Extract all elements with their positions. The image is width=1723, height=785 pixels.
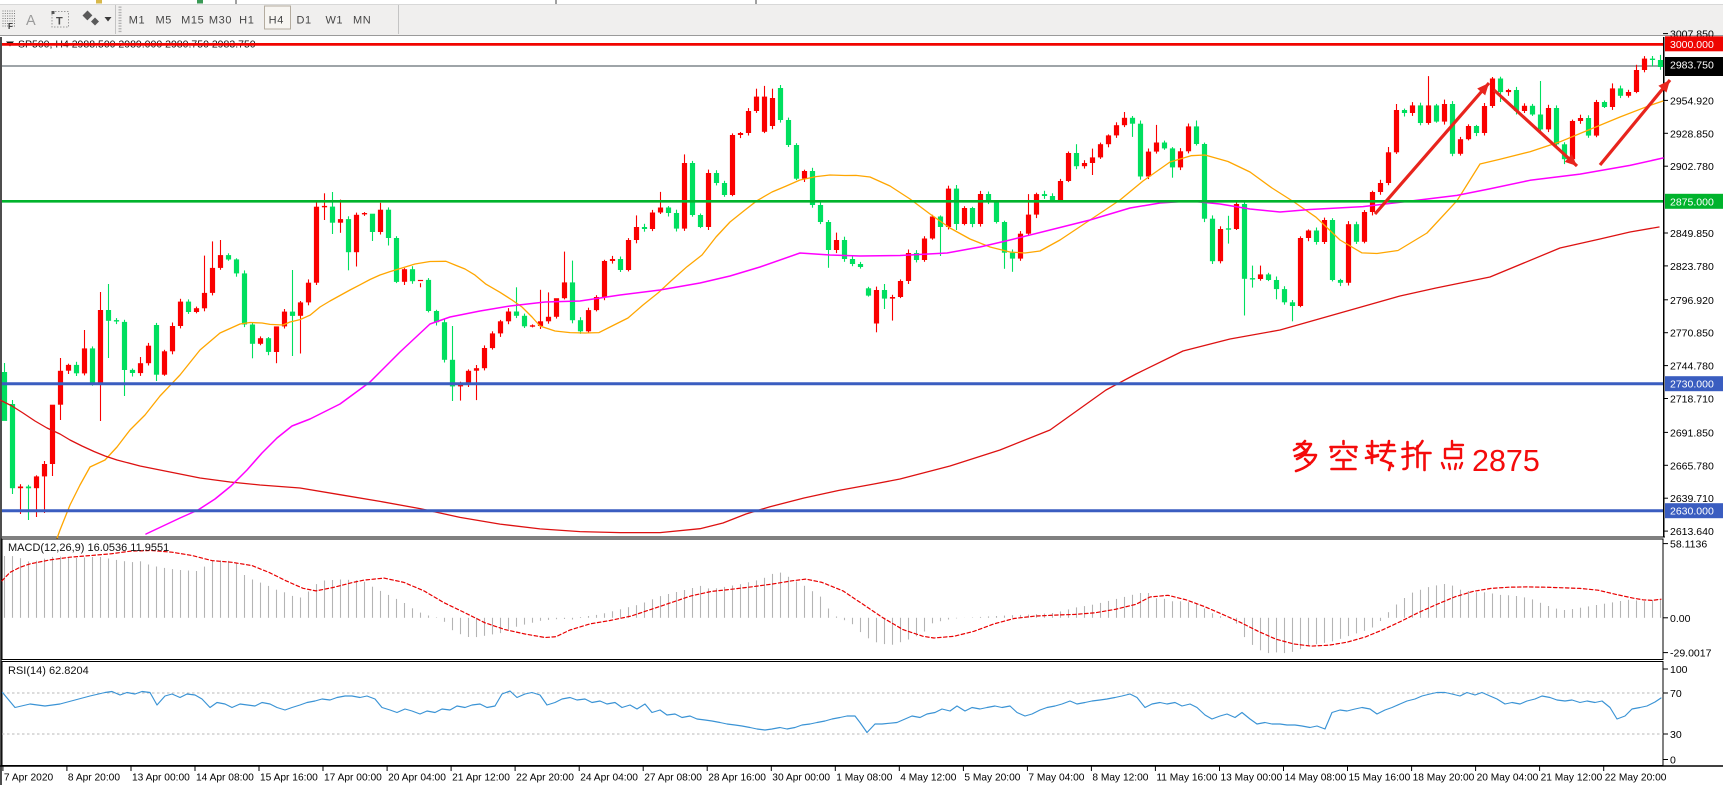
svg-text:2928.850: 2928.850 <box>1670 128 1714 140</box>
svg-text:2613.640: 2613.640 <box>1670 526 1714 538</box>
svg-text:2744.780: 2744.780 <box>1670 361 1714 373</box>
svg-text:28 Apr 16:00: 28 Apr 16:00 <box>708 773 766 784</box>
svg-text:20 May 04:00: 20 May 04:00 <box>1477 773 1539 784</box>
svg-text:2718.710: 2718.710 <box>1670 394 1714 406</box>
svg-text:7 Apr 2020: 7 Apr 2020 <box>4 773 54 784</box>
svg-text:5 May 20:00: 5 May 20:00 <box>964 773 1020 784</box>
svg-text:13 Apr 00:00: 13 Apr 00:00 <box>132 773 190 784</box>
svg-text:13 May 00:00: 13 May 00:00 <box>1221 773 1283 784</box>
svg-text:MACD(12,26,9) 16.0536 11.9551: MACD(12,26,9) 16.0536 11.9551 <box>8 542 169 554</box>
svg-text:11 May 16:00: 11 May 16:00 <box>1156 773 1217 784</box>
svg-text:0: 0 <box>1670 755 1676 767</box>
svg-text:2691.850: 2691.850 <box>1670 427 1714 439</box>
svg-text:2902.780: 2902.780 <box>1670 161 1714 173</box>
svg-text:3000.000: 3000.000 <box>1670 39 1714 51</box>
svg-text:2823.780: 2823.780 <box>1670 261 1714 273</box>
svg-text:2954.920: 2954.920 <box>1670 95 1714 107</box>
svg-text:100: 100 <box>1670 664 1688 676</box>
svg-text:A: A <box>26 13 36 29</box>
svg-text:T: T <box>56 16 63 28</box>
svg-text:70: 70 <box>1670 688 1682 700</box>
svg-text:2796.920: 2796.920 <box>1670 295 1714 307</box>
svg-text:MN: MN <box>353 15 371 27</box>
svg-text:22 May 20:00: 22 May 20:00 <box>1605 773 1667 784</box>
svg-text:F: F <box>8 22 13 31</box>
svg-text:M5: M5 <box>155 15 171 27</box>
svg-text:1 May 08:00: 1 May 08:00 <box>836 773 892 784</box>
svg-text:H1: H1 <box>239 15 254 27</box>
svg-text:2983.750: 2983.750 <box>1670 60 1714 72</box>
svg-text:30 Apr 00:00: 30 Apr 00:00 <box>772 773 830 784</box>
svg-text:RSI(14) 62.8204: RSI(14) 62.8204 <box>8 665 89 677</box>
svg-text:21 May 12:00: 21 May 12:00 <box>1541 773 1603 784</box>
svg-text:7 May 04:00: 7 May 04:00 <box>1028 773 1084 784</box>
svg-text:D1: D1 <box>296 15 311 27</box>
svg-text:M1: M1 <box>129 15 145 27</box>
svg-text:21 Apr 12:00: 21 Apr 12:00 <box>452 773 510 784</box>
svg-text:2875: 2875 <box>1472 444 1540 478</box>
svg-text:58.1136: 58.1136 <box>1670 539 1707 551</box>
svg-text:M15: M15 <box>181 15 204 27</box>
svg-text:22 Apr 20:00: 22 Apr 20:00 <box>516 773 574 784</box>
svg-text:27 Apr 08:00: 27 Apr 08:00 <box>644 773 702 784</box>
svg-text:2770.850: 2770.850 <box>1670 328 1714 340</box>
svg-text:2875.000: 2875.000 <box>1670 196 1714 208</box>
svg-text:15 May 16:00: 15 May 16:00 <box>1349 773 1411 784</box>
svg-text:4 May 12:00: 4 May 12:00 <box>900 773 956 784</box>
svg-text:14 May 08:00: 14 May 08:00 <box>1285 773 1347 784</box>
svg-text:15 Apr 16:00: 15 Apr 16:00 <box>260 773 318 784</box>
svg-text:-29.0017: -29.0017 <box>1670 648 1712 660</box>
svg-text:30: 30 <box>1670 729 1682 741</box>
svg-text:0.00: 0.00 <box>1670 613 1691 625</box>
svg-text:W1: W1 <box>325 15 343 27</box>
svg-text:2630.000: 2630.000 <box>1670 506 1714 518</box>
svg-text:8 May 12:00: 8 May 12:00 <box>1092 773 1148 784</box>
svg-text:17 Apr 00:00: 17 Apr 00:00 <box>324 773 382 784</box>
svg-text:2639.710: 2639.710 <box>1670 493 1714 505</box>
svg-text:H4: H4 <box>269 15 284 27</box>
svg-text:18 May 20:00: 18 May 20:00 <box>1413 773 1475 784</box>
svg-text:14 Apr 08:00: 14 Apr 08:00 <box>196 773 254 784</box>
svg-text:2730.000: 2730.000 <box>1670 379 1714 391</box>
svg-text:24 Apr 04:00: 24 Apr 04:00 <box>580 773 638 784</box>
svg-text:20 Apr 04:00: 20 Apr 04:00 <box>388 773 446 784</box>
svg-text:8 Apr 20:00: 8 Apr 20:00 <box>68 773 120 784</box>
svg-text:M30: M30 <box>209 15 232 27</box>
svg-text:2849.850: 2849.850 <box>1670 228 1714 240</box>
svg-text:2665.780: 2665.780 <box>1670 460 1714 472</box>
